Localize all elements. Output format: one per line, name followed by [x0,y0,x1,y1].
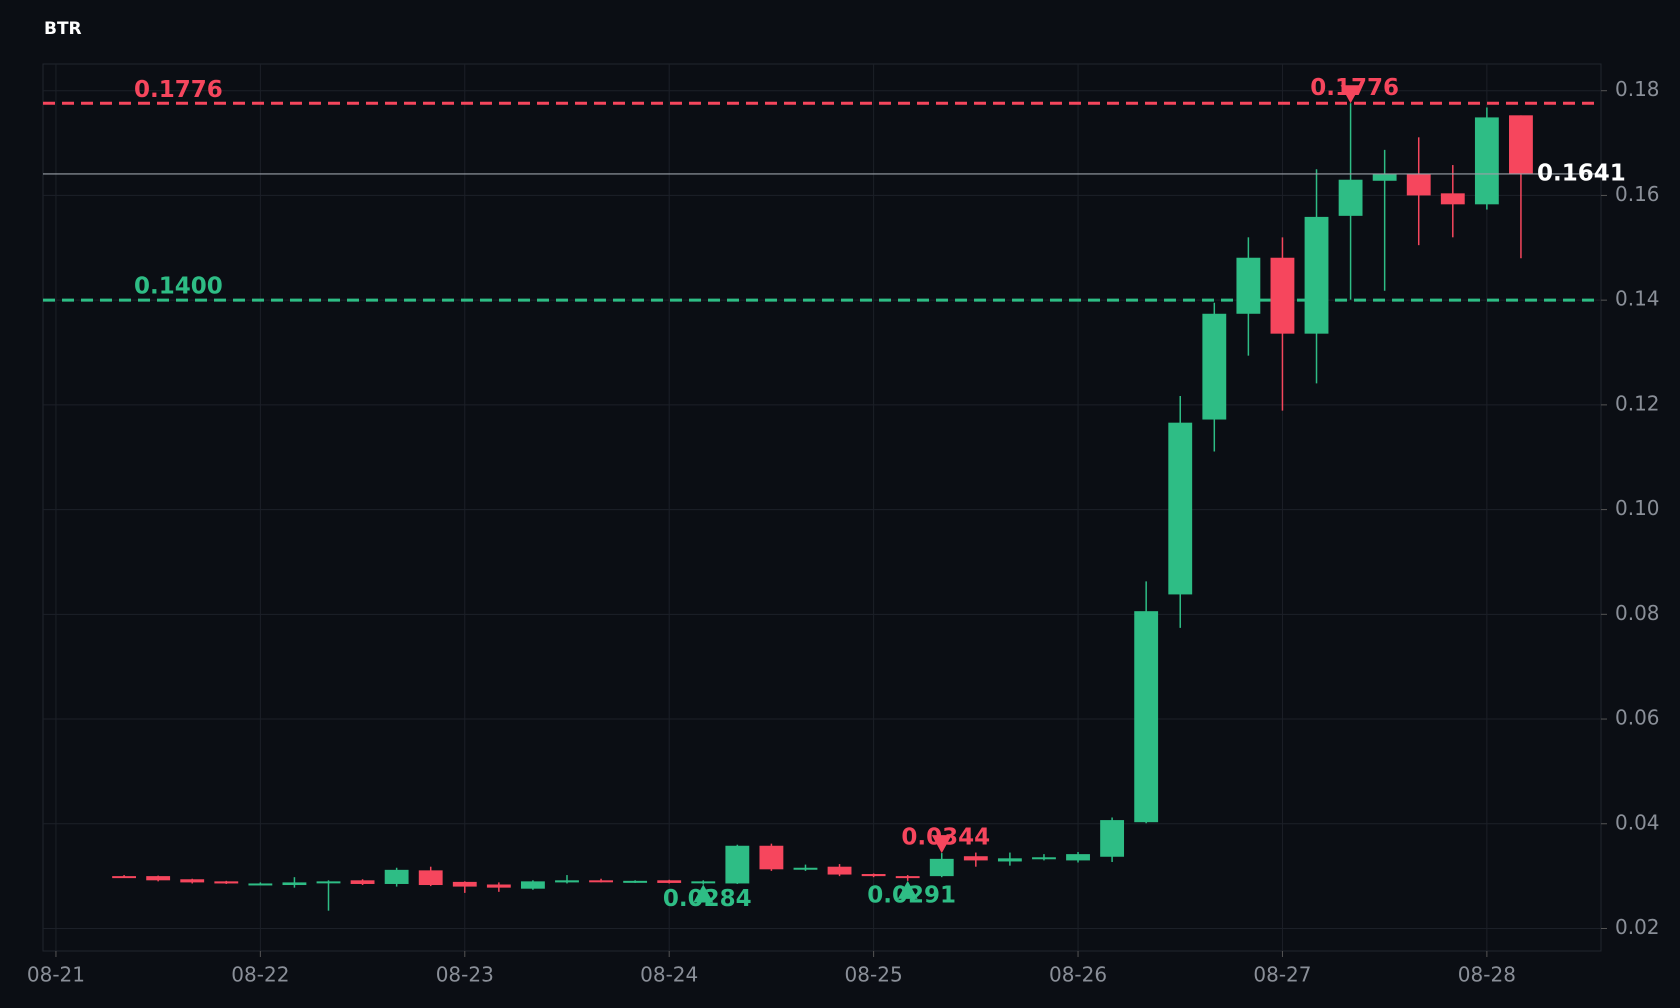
y-tick-label: 0.14 [1615,287,1660,311]
candle-body [1372,174,1397,181]
candle-body [1509,115,1533,174]
candle-body [384,869,409,884]
candle-body [861,874,886,877]
x-tick-label: 08-26 [1049,963,1107,987]
candle-body [895,876,920,879]
level-label: 0.1776 [134,77,223,103]
candle-body [997,858,1022,862]
candle-body [623,880,648,883]
candle-body [350,880,375,884]
candle-body [555,880,579,883]
marker-label: 0.0344 [901,825,990,851]
y-tick-label: 0.06 [1615,706,1660,730]
candle-body [691,881,716,884]
candle-body [146,876,171,881]
x-tick-label: 08-25 [845,963,903,987]
candle-body [1474,117,1499,205]
candle-body [520,881,545,889]
candle-body [1338,179,1363,216]
candle-body [214,881,239,884]
marker [1340,85,1361,104]
candle-body [1202,313,1227,420]
candle-body [725,845,750,884]
candle-body [929,858,954,877]
candle-body [759,845,784,870]
candle-body [1304,216,1329,334]
marker-label: 0.1776 [1310,75,1399,101]
candle-body [282,882,307,886]
last-price-label: 0.1641 [1537,160,1626,186]
candle-body [180,879,205,883]
y-tick-label: 0.02 [1615,915,1660,939]
y-tick-label: 0.08 [1615,601,1660,625]
candle-body [486,884,511,888]
y-tick-label: 0.16 [1615,182,1660,206]
x-tick-label: 08-28 [1458,963,1516,987]
x-tick-label: 08-27 [1253,963,1311,987]
y-tick-label: 0.04 [1615,810,1660,834]
y-tick-label: 0.10 [1615,496,1660,520]
level-label: 0.1400 [134,274,223,300]
candle-body [589,880,613,883]
candle-body [316,881,341,884]
candle-body [793,867,818,870]
candle-body [1134,611,1159,823]
candle-body [1270,257,1295,334]
marker [931,835,952,854]
x-tick-label: 08-24 [640,963,698,987]
candle-body [1236,257,1261,314]
y-tick-label: 0.18 [1615,77,1660,101]
candle-body [1168,422,1193,595]
marker [693,884,714,903]
candle-body [1406,174,1431,196]
candle-body [418,870,443,886]
marker [897,880,918,899]
candle-body [827,866,852,875]
candle-body [963,856,988,861]
y-tick-label: 0.12 [1615,391,1660,415]
candle-body [112,876,137,879]
chart-title: BTR [44,19,82,39]
x-tick-label: 08-23 [436,963,494,987]
candle-body [657,880,682,883]
candle-body [1440,193,1465,205]
x-tick-label: 08-21 [27,963,85,987]
plot-frame [42,63,1602,952]
candle-body [1032,857,1056,860]
candle-body [248,883,273,886]
candle-body [1100,820,1125,857]
candle-body [1066,854,1090,861]
marker-label: 0.0284 [663,886,752,912]
x-tick-label: 08-22 [231,963,289,987]
marker-label: 0.0291 [867,882,956,908]
candle-body [452,881,477,887]
